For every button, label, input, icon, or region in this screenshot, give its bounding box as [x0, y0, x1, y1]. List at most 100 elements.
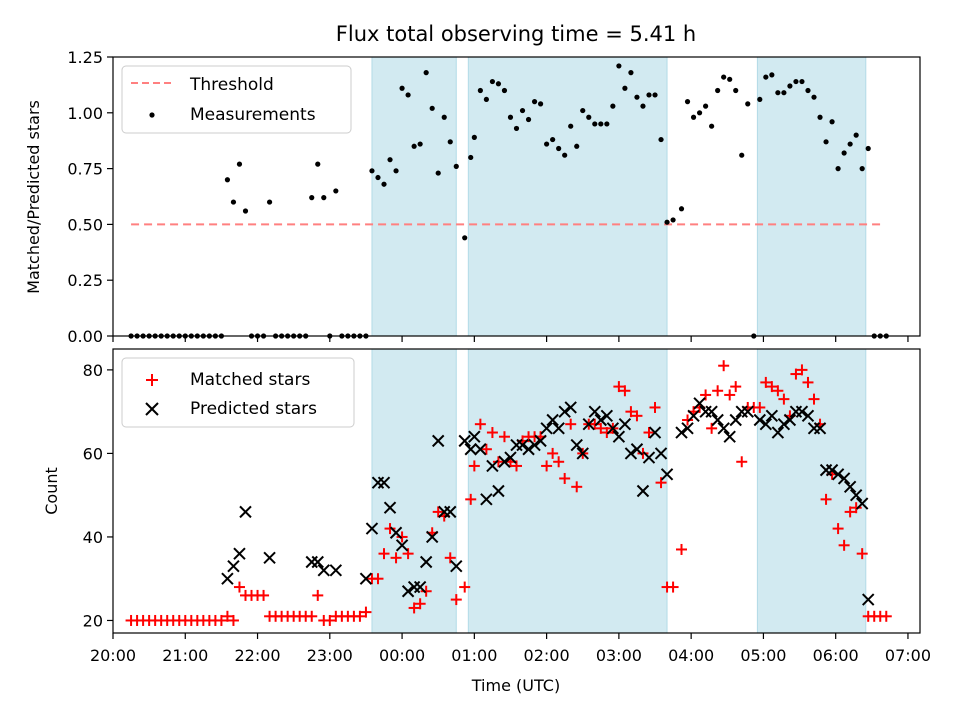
measurement-point: [757, 96, 763, 103]
measurement-point: [471, 134, 477, 140]
predicted-star-point: [753, 413, 767, 427]
measurement-point: [550, 136, 556, 143]
matched-star-point: [459, 581, 471, 593]
matched-star-point: [880, 610, 892, 622]
x-tick-label: 05:00: [740, 646, 786, 665]
matched-star-point: [613, 381, 625, 393]
measurement-point: [670, 217, 676, 223]
measurement-point: [598, 121, 604, 127]
matched-star-point: [215, 614, 227, 626]
matched-star-point: [571, 481, 583, 493]
matched-star-point: [498, 431, 510, 443]
matched-star-point: [306, 610, 318, 622]
measurement-point: [393, 168, 399, 174]
measurement-point: [507, 114, 514, 120]
measurement-point: [823, 139, 829, 145]
predicted-star-point: [468, 430, 481, 443]
measurement-point: [387, 157, 393, 163]
predicted-star-point: [582, 417, 595, 431]
measurement-point: [634, 94, 640, 100]
matched-star-point: [354, 610, 366, 622]
matched-star-point: [378, 548, 390, 560]
predicted-star-point: [687, 409, 700, 423]
matched-star-point: [802, 376, 814, 388]
predicted-star-point: [221, 572, 234, 585]
measurement-point: [501, 87, 508, 94]
measurement-point: [865, 145, 871, 152]
y-tick-label: 40: [83, 528, 103, 547]
x-tick-label: 04:00: [668, 646, 714, 665]
predicted-star-point: [359, 572, 373, 585]
matched-star-point: [408, 602, 420, 614]
predicted-star-point: [233, 547, 246, 560]
matched-star-point: [832, 523, 844, 535]
measurement-point: [519, 107, 526, 114]
measurement-point: [562, 152, 568, 158]
measurement-point: [468, 154, 474, 161]
measurement-point: [745, 101, 751, 107]
matched-star-point: [619, 385, 631, 397]
predicted-star-point: [699, 405, 712, 418]
matched-star-point: [856, 548, 868, 560]
measurement-point: [709, 123, 715, 129]
matched-star-point: [676, 543, 688, 555]
matched-star-point: [547, 447, 559, 459]
matched-star-point: [384, 523, 396, 535]
predicted-star-point: [588, 405, 601, 418]
matched-star-point: [796, 364, 808, 376]
matched-star-point: [450, 594, 462, 606]
measurement-point: [622, 85, 628, 91]
measurement-point: [703, 103, 709, 109]
measurement-point: [489, 78, 496, 85]
predicted-star-point: [570, 438, 583, 452]
predicted-star-point: [759, 417, 773, 431]
matched-star-point: [718, 360, 730, 372]
matched-star-point: [390, 552, 402, 564]
legend-box: [121, 65, 352, 134]
measurement-point: [266, 199, 273, 205]
measurement-point: [544, 141, 550, 147]
measurement-point: [513, 125, 520, 132]
legend-predicted-label: Predicted stars: [190, 399, 317, 419]
top-shaded-intervals: [371, 56, 867, 337]
predicted-star-point: [395, 539, 409, 552]
measurement-point: [696, 110, 703, 116]
matched-star-point: [414, 598, 426, 610]
measurement-point: [781, 90, 787, 96]
measurement-point: [574, 143, 580, 149]
predicted-star-point: [486, 459, 499, 473]
predicted-star-point: [723, 430, 736, 443]
chart-title: Flux total observing time = 5.41 h: [336, 22, 696, 46]
predicted-star-point: [849, 488, 863, 502]
x-tick-label: 01:00: [451, 646, 497, 665]
predicted-star-point: [618, 417, 632, 431]
y-tick-label: 60: [83, 444, 103, 463]
matched-star-point: [667, 581, 679, 593]
x-tick-label: 21:00: [162, 646, 208, 665]
matched-star-point: [468, 460, 480, 472]
matched-star-point: [492, 456, 504, 468]
y-tick-label: 0.75: [67, 160, 103, 179]
predicted-star-point: [594, 413, 608, 427]
measurement-point: [658, 136, 664, 143]
predicted-star-point: [317, 564, 330, 577]
matched-star-point: [420, 585, 432, 597]
measurement-point: [678, 206, 685, 212]
bottom-panel: 20 40 60 80 20:00 21:00 22:00 23:00 00:00 01:00 0…: [42, 348, 931, 695]
measurement-point: [604, 121, 610, 127]
measurement-point: [841, 150, 847, 156]
predicted-star-point: [263, 551, 276, 565]
predicted-star-point: [522, 443, 535, 456]
predicted-star-point: [311, 555, 324, 569]
matched-star-point: [324, 614, 336, 626]
predicted-star-point: [765, 409, 779, 423]
measurement-point: [835, 166, 841, 172]
measurement-point: [242, 208, 249, 214]
legend-measurements-swatch: [149, 112, 155, 118]
legend-measurements-label: Measurements: [190, 105, 316, 125]
matched-star-point: [760, 376, 772, 388]
matched-star-point: [360, 606, 372, 618]
measurement-point: [495, 81, 502, 87]
measurement-point: [477, 87, 483, 94]
